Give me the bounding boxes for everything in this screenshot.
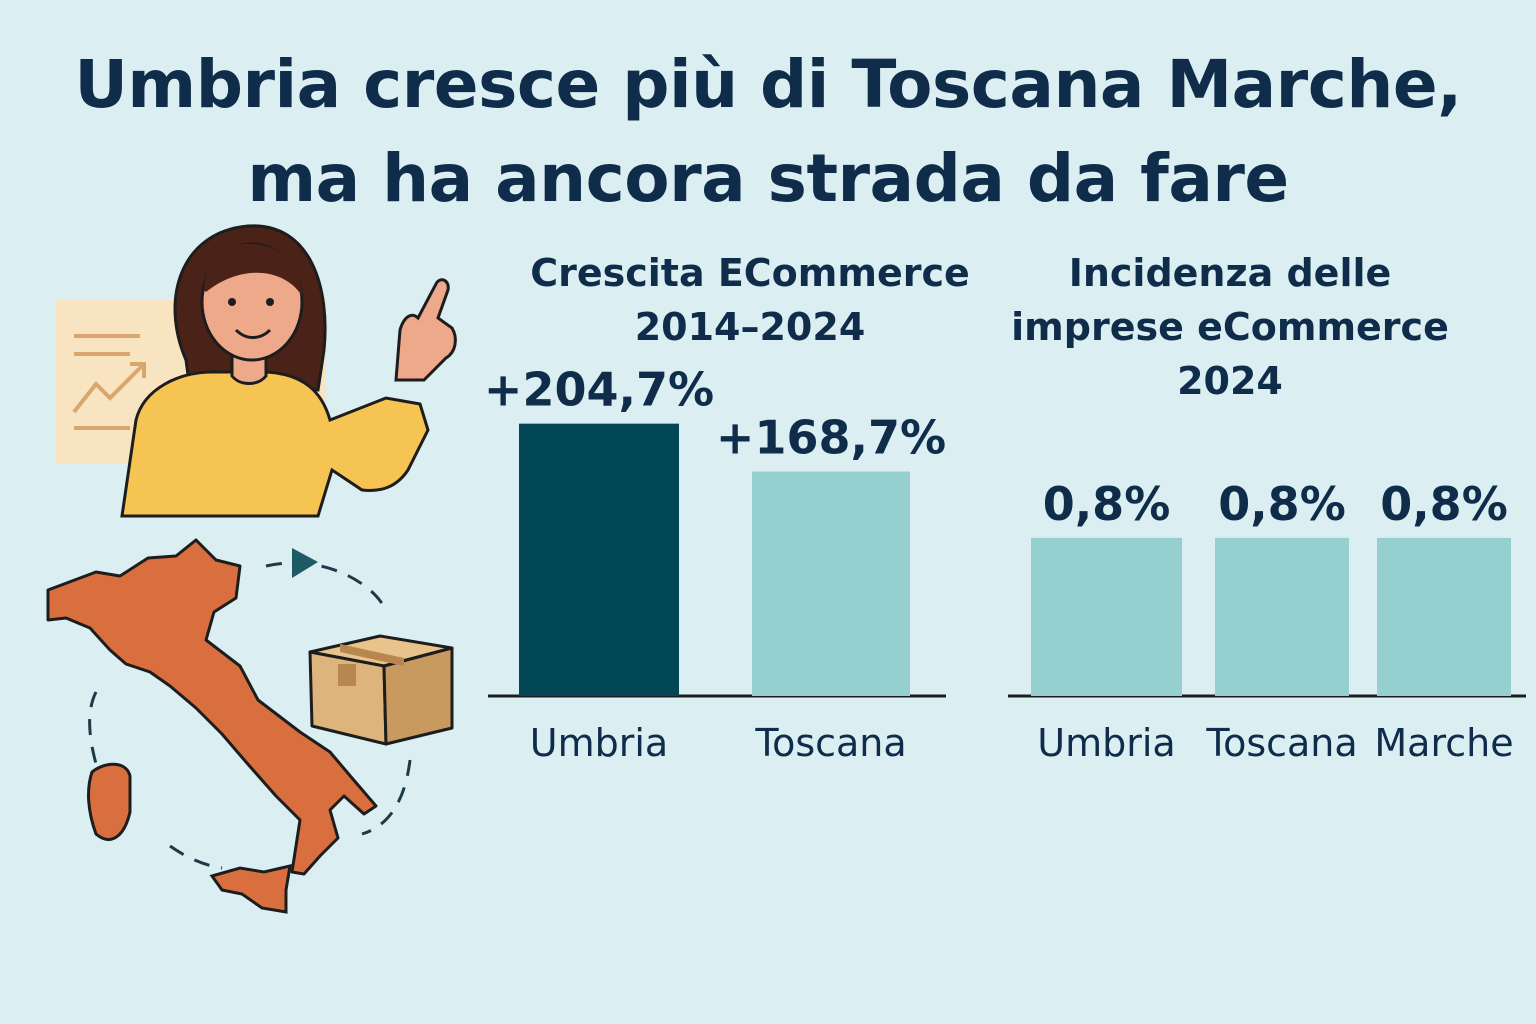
chart-1-title: Crescita ECommerce 2014–2024 <box>500 246 1000 354</box>
italy-map-icon <box>46 538 378 914</box>
chart-2-title-line-3: 2024 <box>1177 359 1283 403</box>
chart-1-category-label-toscana: Toscana <box>754 721 906 765</box>
headline: Umbria cresce più di Toscana Marche, ma … <box>0 38 1536 226</box>
chart-1-bar-toscana <box>752 471 910 696</box>
illustration <box>46 224 457 914</box>
chart-2-title-line-2: imprese eCommerce <box>1011 305 1449 349</box>
chart-1-value-label-umbria: +204,7% <box>484 363 714 417</box>
parcel-box-icon <box>308 634 454 746</box>
chart-2-bar-marche <box>1377 537 1511 696</box>
chart-2-title: Incidenza delle imprese eCommerce 2024 <box>1000 246 1460 408</box>
chart-1-title-line-1: Crescita ECommerce <box>530 251 970 295</box>
chart-2-bar-toscana <box>1215 537 1349 696</box>
chart-2-value-label-toscana: 0,8% <box>1218 477 1346 531</box>
chart-1-title-line-2: 2014–2024 <box>634 305 866 349</box>
chart-2-title-line-1: Incidenza delle <box>1068 251 1392 295</box>
headline-line-1: Umbria cresce più di Toscana Marche, <box>74 46 1462 123</box>
chart-1-value-label-toscana: +168,7% <box>716 411 946 465</box>
chart-2-value-label-umbria: 0,8% <box>1043 477 1171 531</box>
chart-2-value-label-marche: 0,8% <box>1380 477 1508 531</box>
chart-2-bar-umbria <box>1031 537 1182 696</box>
chart-1-bar-umbria <box>519 423 679 696</box>
headline-line-2: ma ha ancora strada da fare <box>247 140 1289 217</box>
chart-2-category-label-marche: Marche <box>1374 721 1513 765</box>
chart-2-category-label-umbria: Umbria <box>1037 721 1175 765</box>
chart-1-category-label-umbria: Umbria <box>530 721 668 765</box>
chart-2-category-label-toscana: Toscana <box>1205 721 1357 765</box>
woman-pointing-icon <box>120 224 457 518</box>
